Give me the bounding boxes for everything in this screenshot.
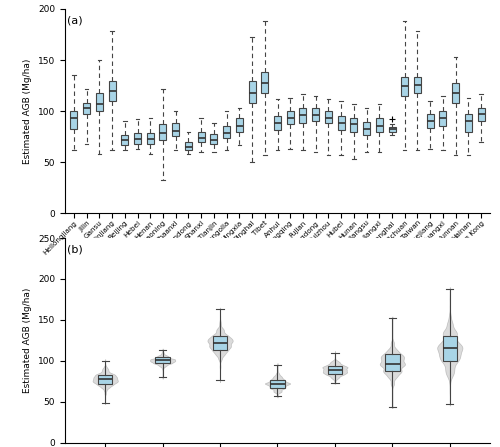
Text: (b): (b) [67, 244, 83, 254]
PathPatch shape [465, 114, 472, 132]
PathPatch shape [385, 354, 400, 371]
PathPatch shape [185, 142, 192, 150]
PathPatch shape [478, 108, 484, 122]
Y-axis label: Estimated AGB (Mg/ha): Estimated AGB (Mg/ha) [24, 287, 32, 393]
PathPatch shape [70, 111, 78, 129]
PathPatch shape [442, 336, 457, 361]
PathPatch shape [426, 114, 434, 127]
PathPatch shape [312, 108, 319, 122]
PathPatch shape [452, 83, 459, 103]
PathPatch shape [223, 126, 230, 138]
PathPatch shape [147, 133, 154, 144]
PathPatch shape [350, 118, 358, 132]
PathPatch shape [401, 77, 408, 96]
PathPatch shape [388, 127, 396, 132]
PathPatch shape [300, 108, 306, 123]
PathPatch shape [96, 93, 103, 111]
PathPatch shape [274, 116, 281, 130]
PathPatch shape [376, 118, 383, 132]
PathPatch shape [98, 375, 112, 384]
PathPatch shape [414, 77, 421, 93]
PathPatch shape [122, 135, 128, 145]
PathPatch shape [108, 80, 116, 101]
Y-axis label: Estimated AGB (Mg/ha): Estimated AGB (Mg/ha) [24, 59, 32, 164]
Text: (a): (a) [67, 15, 83, 25]
PathPatch shape [236, 118, 243, 132]
PathPatch shape [172, 123, 179, 136]
PathPatch shape [363, 122, 370, 135]
PathPatch shape [156, 358, 170, 363]
PathPatch shape [325, 111, 332, 123]
PathPatch shape [338, 116, 344, 130]
PathPatch shape [440, 111, 446, 126]
PathPatch shape [198, 132, 204, 142]
PathPatch shape [328, 366, 342, 374]
PathPatch shape [286, 111, 294, 125]
PathPatch shape [270, 380, 284, 388]
PathPatch shape [134, 133, 141, 144]
PathPatch shape [262, 72, 268, 93]
PathPatch shape [160, 125, 166, 140]
PathPatch shape [248, 80, 256, 103]
PathPatch shape [213, 336, 227, 350]
PathPatch shape [83, 103, 90, 114]
PathPatch shape [210, 134, 218, 144]
